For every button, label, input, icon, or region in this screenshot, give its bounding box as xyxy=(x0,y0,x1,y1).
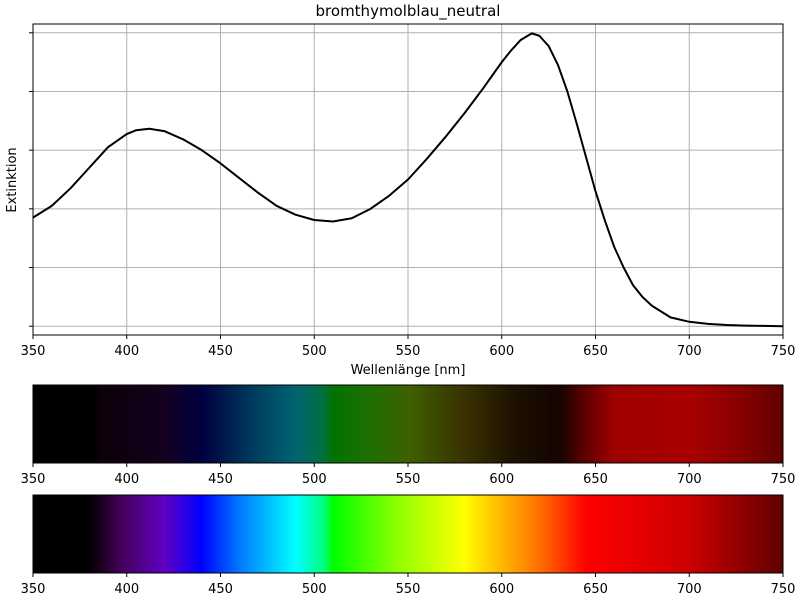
x-tick-label: 600 xyxy=(489,582,514,597)
grid xyxy=(33,24,783,335)
x-tick-label: 400 xyxy=(114,472,139,487)
series-layer xyxy=(32,32,784,328)
x-tick-label: 650 xyxy=(583,582,608,597)
x-tick-label: 400 xyxy=(114,582,139,597)
reference-spectrum-bar: 350 400 450 500 550 600 650 700 750 xyxy=(21,494,796,597)
series-line xyxy=(32,32,784,328)
x-tick-label: 650 xyxy=(583,344,608,359)
spectrum-gradient xyxy=(32,494,784,574)
spectrum-bars: 350 400 450 500 550 600 650 700 750 350 400 450 500 5… xyxy=(21,384,796,597)
x-tick-label: 450 xyxy=(208,344,233,359)
x-tick-label: 700 xyxy=(677,472,702,487)
x-tick-label: 750 xyxy=(771,344,796,359)
x-tick-label: 550 xyxy=(396,344,421,359)
x-tick-label: 700 xyxy=(677,582,702,597)
x-tick-label: 750 xyxy=(771,582,796,597)
x-axis-label: Wellenlänge [nm] xyxy=(351,363,466,378)
x-tick-label: 400 xyxy=(114,344,139,359)
x-tick-label: 500 xyxy=(302,344,327,359)
x-tick-label: 450 xyxy=(208,472,233,487)
spectrum-gradient xyxy=(32,384,784,464)
chart-title: bromthymolblau_neutral xyxy=(316,2,501,21)
x-tick-label: 350 xyxy=(21,472,46,487)
absorption-spectrum-bar: 350 400 450 500 550 600 650 700 750 xyxy=(21,384,796,487)
absorbance-chart: bromthymolblau_neutral 350 400 450 500 550 60… xyxy=(5,2,795,378)
x-tick-label: 600 xyxy=(489,472,514,487)
x-tick-label: 650 xyxy=(583,472,608,487)
x-axis: 350 400 450 500 550 600 650 700 750 xyxy=(21,335,796,359)
x-tick-label: 550 xyxy=(396,582,421,597)
y-axis-label: Extinktion xyxy=(5,147,20,212)
x-tick-label: 500 xyxy=(302,582,327,597)
y-axis xyxy=(29,32,33,327)
x-tick-label: 450 xyxy=(208,582,233,597)
x-tick-label: 350 xyxy=(21,582,46,597)
x-tick-label: 750 xyxy=(771,472,796,487)
x-tick-label: 600 xyxy=(489,344,514,359)
x-tick-label: 350 xyxy=(21,344,46,359)
x-tick-label: 550 xyxy=(396,472,421,487)
x-tick-label: 500 xyxy=(302,472,327,487)
x-tick-label: 700 xyxy=(677,344,702,359)
